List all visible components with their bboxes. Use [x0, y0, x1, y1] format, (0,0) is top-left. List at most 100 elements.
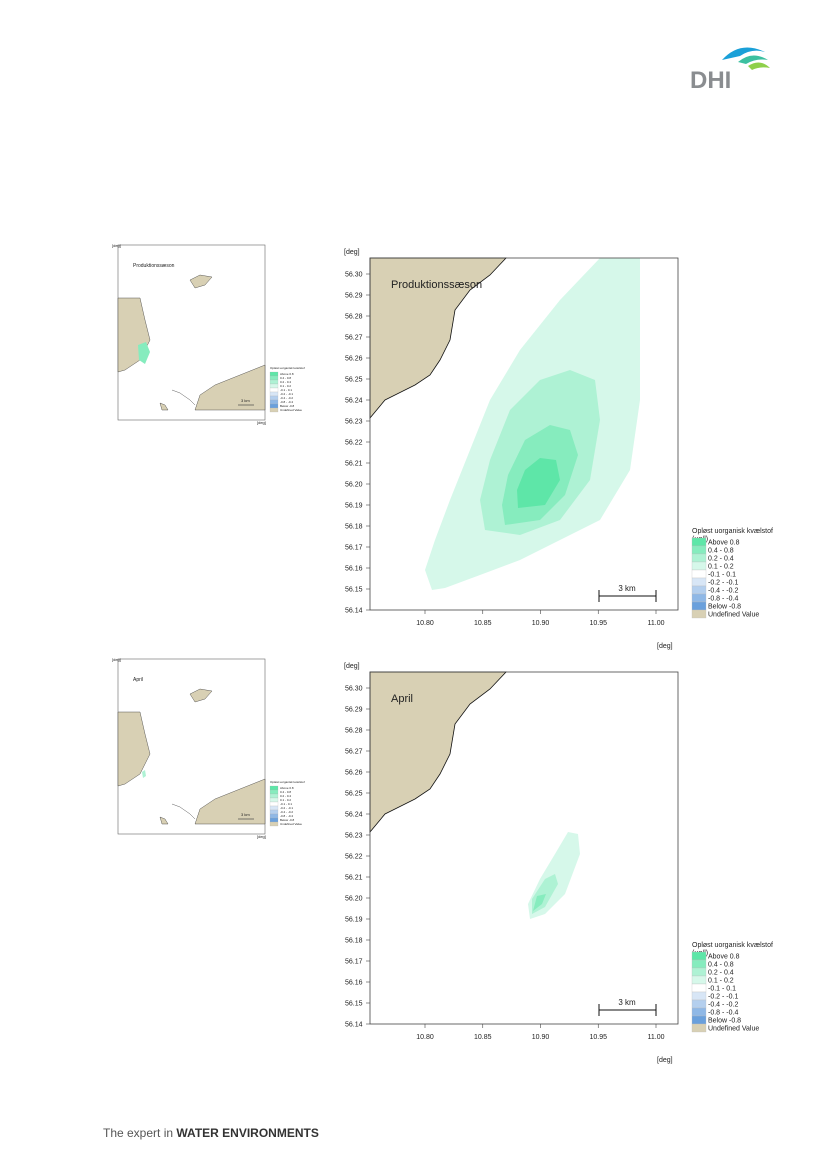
legend-label: 0.2 - 0.4	[708, 556, 734, 563]
y-tick-label: 56.28	[345, 314, 363, 321]
legend-label: -0.8 - -0.4	[708, 596, 738, 603]
overview-legend-label: -0.4 - -0.2	[280, 396, 293, 400]
overview-legend-label: -0.1 - 0.1	[280, 388, 292, 392]
legend-swatch	[691, 569, 707, 579]
y-tick-label: 56.16	[345, 980, 363, 987]
overview-land	[159, 402, 169, 411]
y-tick-label: 56.19	[345, 917, 363, 924]
land	[369, 671, 507, 834]
x-tick-label: 10.90	[532, 1034, 550, 1041]
y-tick-label: 56.30	[345, 272, 363, 279]
legend-label: Undefined Value	[708, 612, 759, 619]
overview-legend-swatch	[269, 805, 279, 811]
overview-legend-label: 0.4 - 0.8	[280, 790, 291, 794]
y-unit: [deg]	[344, 249, 360, 256]
legend-swatch	[691, 967, 707, 977]
footer-prefix: The expert in	[103, 1126, 176, 1140]
overview-coast	[171, 803, 196, 820]
y-tick-label: 56.26	[345, 770, 363, 777]
overview-legend-label: -0.2 - -0.1	[280, 392, 293, 396]
legend-swatch	[691, 537, 707, 547]
overview-label: April	[133, 677, 143, 683]
legend-swatch	[691, 593, 707, 603]
overview-legend-swatch	[269, 821, 279, 827]
overview-coast	[171, 389, 196, 406]
overview-plume	[138, 342, 150, 364]
legend-swatch	[691, 577, 707, 587]
overview-scale: 3 km	[241, 812, 250, 817]
y-tick-label: 56.29	[345, 293, 363, 300]
legend-label: 0.2 - 0.4	[708, 970, 734, 977]
logo-text: DHI	[690, 67, 731, 94]
overview-scale: 3 km	[241, 398, 250, 403]
legend-swatch	[691, 1023, 707, 1033]
overview-legend-label: -0.1 - 0.1	[280, 802, 292, 806]
y-tick-label: 56.28	[345, 728, 363, 735]
overview-legend-label: -0.2 - -0.1	[280, 806, 293, 810]
y-tick-label: 56.27	[345, 749, 363, 756]
legend-label: -0.1 - 0.1	[708, 572, 736, 579]
overview-land	[194, 778, 266, 825]
y-tick-label: 56.30	[345, 686, 363, 693]
y-tick-label: 56.25	[345, 791, 363, 798]
legend-swatch	[691, 561, 707, 571]
overview-legend-label: Above 0.8	[280, 372, 294, 376]
legend-label: 0.1 - 0.2	[708, 978, 734, 985]
logo: DHI	[690, 47, 770, 94]
map-label: April	[391, 693, 413, 705]
legend-label: Below -0.8	[708, 1018, 741, 1025]
y-tick-label: 56.25	[345, 377, 363, 384]
legend-label: Above 0.8	[708, 954, 740, 961]
contour	[533, 894, 546, 911]
y-tick-label: 56.24	[345, 812, 363, 819]
y-tick-label: 56.16	[345, 566, 363, 573]
y-tick-label: 56.18	[345, 524, 363, 531]
overview-legend-swatch	[269, 395, 279, 401]
x-unit: [deg]	[657, 1057, 673, 1064]
overview-legend-label: -0.8 - -0.4	[280, 400, 293, 404]
overview-legend-title: Opløst uorganisk kvælstof	[270, 366, 305, 370]
x-unit: [deg]	[657, 643, 673, 650]
overview-legend-swatch	[269, 399, 279, 405]
y-tick-label: 56.19	[345, 503, 363, 510]
overview-legend-swatch	[269, 813, 279, 819]
overview-legend-label: Below -0.8	[280, 818, 295, 822]
legend-label: -0.2 - -0.1	[708, 994, 738, 1001]
overview-land	[117, 711, 151, 787]
legend-swatch	[691, 553, 707, 563]
overview-unit: [deg]	[112, 657, 121, 662]
y-tick-label: 56.22	[345, 854, 363, 861]
land	[369, 257, 507, 420]
scale-bar-label: 3 km	[618, 584, 636, 593]
y-tick-label: 56.29	[345, 707, 363, 714]
overview-legend-label: 0.2 - 0.4	[280, 794, 291, 798]
y-tick-label: 56.20	[345, 482, 363, 489]
y-tick-label: 56.23	[345, 419, 363, 426]
x-tick-label: 10.85	[474, 1034, 492, 1041]
legend-label: 0.4 - 0.8	[708, 548, 734, 555]
y-tick-label: 56.14	[345, 1022, 363, 1029]
overview-legend-label: 0.2 - 0.4	[280, 380, 291, 384]
map: April [deg] [deg] 56.30 56.29 56.28 56.27 56.26…	[344, 663, 679, 1064]
overview-legend-swatch	[269, 809, 279, 815]
overview-legend-swatch	[269, 801, 279, 807]
overview-legend-swatch	[269, 793, 279, 799]
y-tick-label: 56.17	[345, 959, 363, 966]
footer: The expert in WATER ENVIRONMENTS	[103, 1126, 319, 1140]
contour	[517, 458, 560, 508]
y-tick-label: 56.22	[345, 440, 363, 447]
map: Produktionssæson [deg] [deg] 56.30 56.29 56.2…	[344, 249, 679, 650]
overview-land	[189, 274, 213, 289]
legend-label: -0.2 - -0.1	[708, 580, 738, 587]
overview-legend-swatch	[269, 817, 279, 823]
legend-label: Below -0.8	[708, 604, 741, 611]
overview-legend-swatch	[269, 785, 279, 791]
overview-legend-label: Below -0.8	[280, 404, 295, 408]
legend: Opløst uorganisk kvælstof(µg/l)Above 0.8…	[691, 942, 773, 1033]
legend-label: -0.8 - -0.4	[708, 1010, 738, 1017]
overview-legend-swatch	[269, 375, 279, 381]
y-tick-label: 56.21	[345, 875, 363, 882]
overview-legend-title: Opløst uorganisk kvælstof	[270, 780, 305, 784]
